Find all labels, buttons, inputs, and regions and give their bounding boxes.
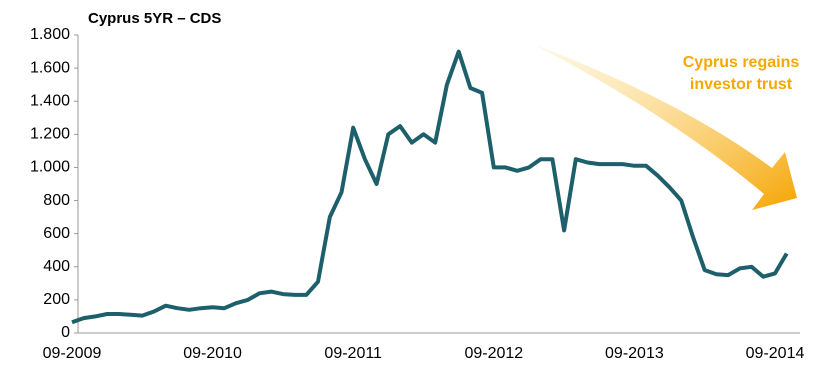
y-tick-label: 800 — [43, 192, 70, 209]
chart-title: Cyprus 5YR – CDS — [88, 10, 221, 27]
annotation-line: Cyprus regains — [683, 54, 800, 71]
data-line — [71, 49, 789, 325]
y-tick-label: 1.400 — [30, 92, 70, 109]
x-tick-label: 09-2014 — [746, 345, 805, 362]
trend-arrow — [533, 44, 797, 210]
y-tick-label: 200 — [43, 291, 70, 308]
y-tick-label: 1.200 — [30, 126, 70, 143]
y-tick-label: 0 — [61, 324, 70, 341]
annotation-line: investor trust — [690, 76, 793, 93]
annotation: Cyprus regains investor trust — [683, 54, 800, 93]
x-tick-label: 09-2009 — [43, 345, 102, 362]
y-tick-label: 400 — [43, 258, 70, 275]
x-tick-label: 09-2013 — [605, 345, 664, 362]
y-tick-label: 1.600 — [30, 59, 70, 76]
x-tick-label: 09-2012 — [464, 345, 523, 362]
x-tick-label: 09-2010 — [183, 345, 242, 362]
y-tick-label: 1.800 — [30, 26, 70, 43]
x-tick-label: 09-2011 — [324, 345, 382, 362]
y-tick-label: 600 — [43, 225, 70, 242]
y-tick-label: 1.000 — [30, 159, 70, 176]
